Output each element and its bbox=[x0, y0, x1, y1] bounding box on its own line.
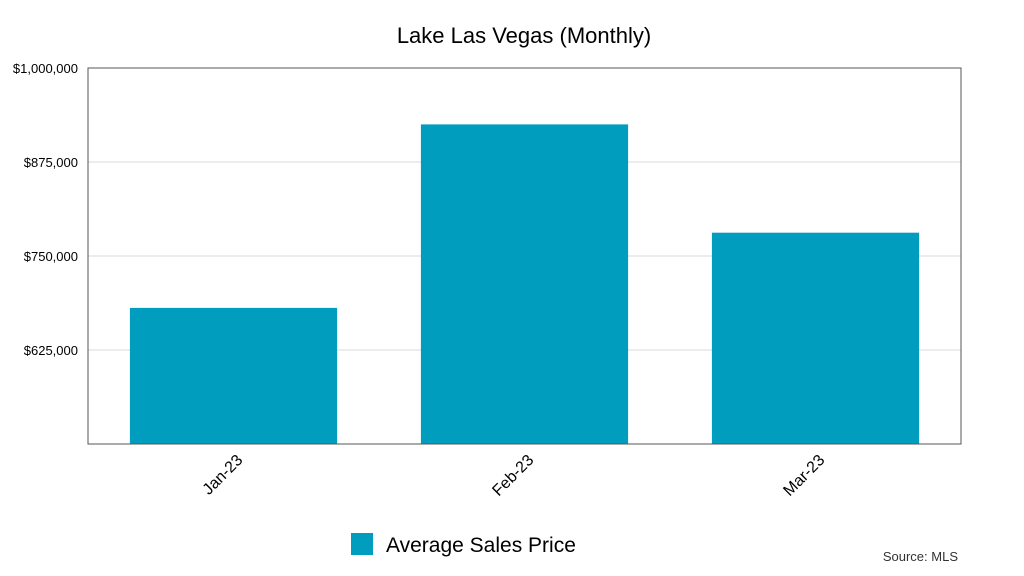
source-note: Source: MLS bbox=[883, 549, 958, 564]
bar-jan-23 bbox=[129, 307, 338, 444]
plot-frame bbox=[87, 67, 962, 445]
bar-feb-23 bbox=[420, 124, 629, 445]
y-axis-ticks: $625,000 $750,000 $875,000 $1,000,000 bbox=[13, 61, 78, 358]
y-tick-label: $1,000,000 bbox=[13, 61, 78, 76]
y-tick-label: $750,000 bbox=[24, 249, 78, 264]
bars bbox=[129, 124, 920, 445]
legend: Average Sales Price bbox=[351, 533, 576, 557]
x-tick-label: Feb-23 bbox=[489, 452, 537, 500]
x-tick-label: Jan-23 bbox=[200, 452, 247, 499]
x-axis-ticks: Jan-23 Feb-23 Mar-23 bbox=[200, 452, 829, 500]
y-tick-label: $625,000 bbox=[24, 343, 78, 358]
legend-label: Average Sales Price bbox=[386, 534, 576, 557]
x-tick-label: Mar-23 bbox=[780, 452, 828, 500]
legend-swatch bbox=[351, 533, 373, 555]
y-tick-label: $875,000 bbox=[24, 155, 78, 170]
bar-mar-23 bbox=[711, 232, 920, 444]
chart-title: Lake Las Vegas (Monthly) bbox=[397, 23, 651, 48]
